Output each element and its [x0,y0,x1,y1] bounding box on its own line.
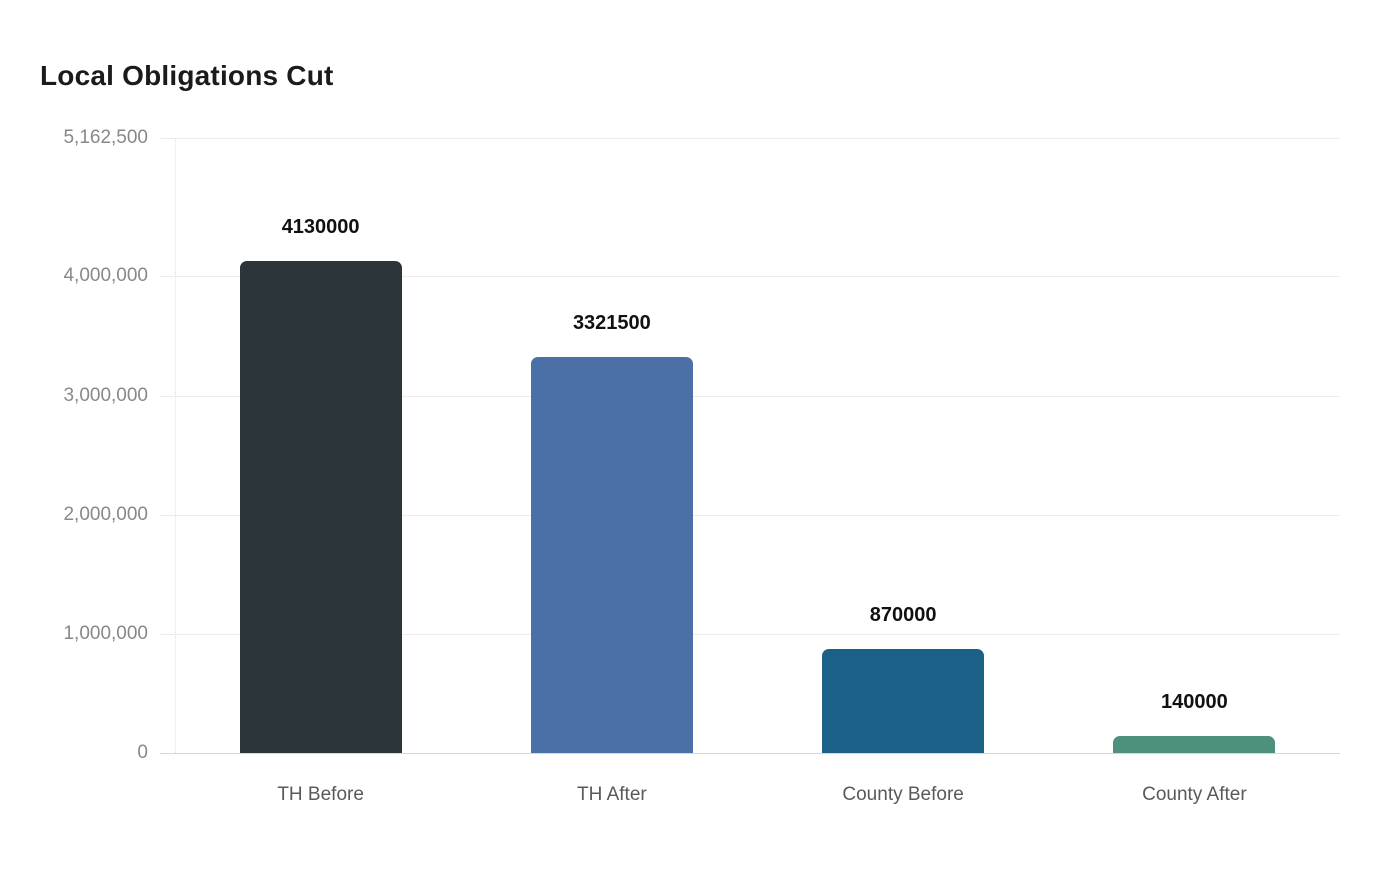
y-axis-tick-label: 4,000,000 [63,265,148,287]
gridline-1000000 [160,633,1340,635]
bar-value-label-th-after: 3321500 [572,312,651,335]
y-axis-tick-label: 2,000,000 [63,503,148,525]
gridline-3000000 [160,395,1340,397]
gridline-0 [160,753,1340,754]
x-axis-category-label-th-after: TH After [577,784,647,805]
bar-value-label-county-before: 870000 [869,604,937,627]
y-axis-tick-label: 3,000,000 [63,384,148,406]
gridline-2000000 [160,514,1340,516]
gridline-5162500 [160,138,1340,139]
gridline-4000000 [160,276,1340,278]
chart-title: Local Obligations Cut [40,60,334,91]
x-axis-category-label-th-before: TH Before [277,784,364,805]
x-axis-category-label-county-before: County Before [842,784,964,805]
bar-th-before [239,261,402,753]
bar-county-after [1113,736,1276,753]
bar-value-label-county-after: 140000 [1161,691,1228,714]
bar-th-after [530,357,693,753]
y-axis-tick-label: 1,000,000 [63,622,148,644]
y-axis-line [175,138,176,753]
y-axis-tick-label: 5,162,500 [63,127,148,148]
bar-county-before [822,649,985,753]
x-axis-category-label-county-after: County After [1142,784,1247,805]
y-axis-tick-label: 0 [137,742,148,763]
bar-value-label-th-before: 4130000 [281,216,360,238]
